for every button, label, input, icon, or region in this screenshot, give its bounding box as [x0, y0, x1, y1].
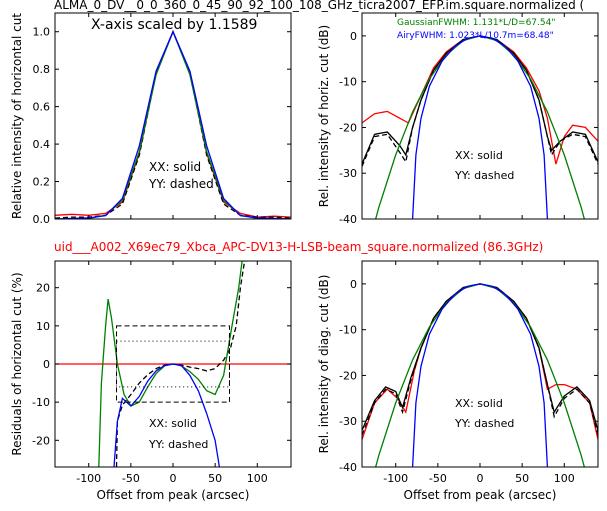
- x-tick-label: 100: [554, 472, 575, 485]
- x-tick-label: 0: [477, 472, 484, 485]
- y-tick-label: -10: [339, 76, 357, 89]
- x-tick-label: 0: [170, 472, 177, 485]
- y-tick-label: 20: [36, 282, 50, 295]
- annotation-text: YY: dashed: [454, 417, 514, 430]
- series-group: [362, 35, 598, 219]
- series-line-black-solid: [362, 35, 598, 165]
- figure-subtitle: uid___A002_X69ec79_Xbca_APC-DV13-H-LSB-b…: [54, 240, 543, 254]
- annotation-text: XX: solid: [149, 160, 201, 174]
- series-line-blue-solid: [55, 30, 291, 219]
- y-tick-label: -30: [339, 167, 357, 180]
- series-line-red-solid: [362, 35, 598, 165]
- y-tick-label: -10: [32, 396, 50, 409]
- y-tick-label: -10: [339, 324, 357, 337]
- legend-entry: GaussianFWHM: 1.131*L/D=67.54": [397, 18, 555, 28]
- y-tick-label: -30: [339, 415, 357, 428]
- y-axis-label: Residuals of horizontal cut (%): [10, 272, 24, 455]
- y-tick-label: 0: [43, 358, 50, 371]
- annotation-text: YY: dashed: [148, 438, 208, 451]
- annotation-text: YY: dashed: [454, 169, 514, 182]
- plot-frame: [361, 260, 599, 468]
- y-tick-label: -20: [339, 121, 357, 134]
- annotation-text: XX: solid: [455, 397, 503, 410]
- y-tick-label: 0.4: [33, 138, 51, 151]
- y-tick-label: 1.0: [33, 26, 51, 39]
- series-line-black-dashed: [362, 283, 598, 436]
- series-group: [55, 261, 291, 467]
- panel-top-left: 0.0 0.2 0.4 0.6 0.8 1.0 Relative intensity of …: [10, 12, 292, 226]
- plot-frame: [361, 12, 599, 220]
- y-tick-label: 0.8: [33, 63, 51, 76]
- x-tick-label: 50: [515, 472, 529, 485]
- annotation-text: XX: solid: [455, 149, 503, 162]
- legend-entry: AiryFWHM: 1.023*L/10.7m=68.48": [397, 31, 554, 41]
- y-tick-label: 0: [350, 30, 357, 43]
- x-tick-label: -100: [383, 472, 408, 485]
- annotation-text: YY: dashed: [148, 177, 214, 191]
- y-tick-label: 10: [36, 320, 50, 333]
- y-tick-label: 0.6: [33, 101, 51, 114]
- y-axis-label: Rel. intensity of horiz. cut (dB): [317, 25, 331, 207]
- y-tick-label: -40: [339, 213, 357, 226]
- x-tick-label: -100: [76, 472, 101, 485]
- x-axis-label: Offset from peak (arcsec): [97, 488, 250, 502]
- series-line-blue-solid: [113, 363, 221, 467]
- series-line-blue-solid: [411, 283, 549, 467]
- series-group: [362, 283, 598, 467]
- y-tick-label: 0.0: [33, 213, 51, 226]
- panel-top-right: -40 -30 -20 -10 0 Rel. intensity of horiz. cu…: [317, 12, 599, 226]
- series-line-black-dashed: [362, 35, 598, 167]
- y-tick-label: 0: [350, 278, 357, 291]
- annotation-text: X-axis scaled by 1.1589: [91, 17, 257, 33]
- y-axis-label: Relative intensity of horizontal cut: [10, 13, 24, 219]
- y-tick-label: 0.2: [33, 176, 51, 189]
- annotation-text: XX: solid: [149, 417, 197, 430]
- tolerance-box-dotted: [116, 340, 230, 388]
- figure-title: ALMA_0_DV__0_0_360_0_45_90_92_100_108_GH…: [54, 0, 584, 12]
- tolerance-box-dashed: [116, 325, 230, 403]
- x-tick-label: 50: [208, 472, 222, 485]
- y-tick-label: -20: [32, 434, 50, 447]
- x-tick-label: -50: [122, 472, 140, 485]
- y-axis-label: Rel. intensity of diag. cut (dB): [317, 275, 331, 454]
- series-group: [55, 29, 291, 219]
- y-tick-label: -20: [339, 369, 357, 382]
- y-tick-label: -40: [339, 461, 357, 474]
- series-line-blue-solid: [411, 35, 549, 219]
- x-tick-label: -50: [429, 472, 447, 485]
- x-tick-label: 100: [247, 472, 268, 485]
- x-axis-label: Offset from peak (arcsec): [404, 488, 557, 502]
